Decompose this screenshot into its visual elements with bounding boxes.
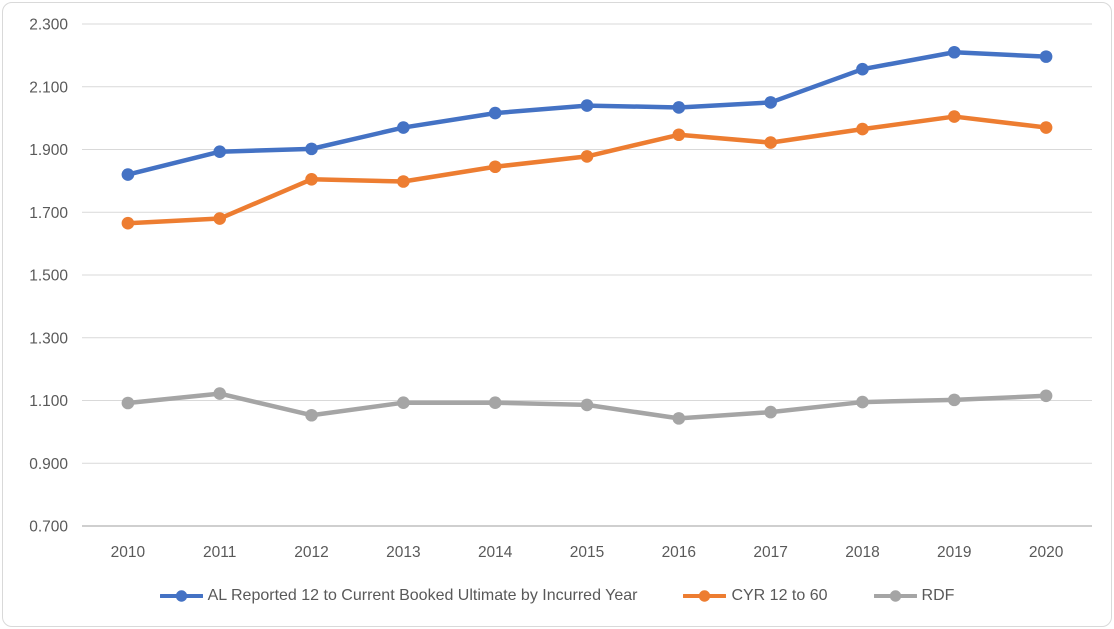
chart-legend: AL Reported 12 to Current Booked Ultimat… [3,579,1111,613]
line-chart-plot-area: 2.300 2.100 1.900 1.700 1.500 1.300 1.100 0.900… [29,17,1092,561]
data-point [397,396,410,409]
data-point [305,408,318,422]
data-point [121,396,135,410]
data-point [213,387,227,400]
data-point [488,396,502,409]
legend-line-marker-icon [159,590,203,602]
data-point [856,122,869,136]
legend-dot-icon [699,590,711,602]
x-tick-label: 2010 [111,544,146,561]
y-tick-label: 2.300 [29,17,68,34]
legend-line-marker-icon [683,590,727,602]
y-tick-label: 1.700 [29,205,68,222]
y-tick-label: 2.100 [29,79,68,96]
data-point [580,150,594,163]
x-tick-label: 2019 [937,544,971,561]
legend-item-2: RDF [873,587,955,605]
data-point [488,106,502,120]
data-point [672,101,686,114]
data-point [305,173,318,186]
data-point [397,121,410,134]
y-tick-label: 0.700 [29,519,68,536]
data-point [580,99,594,112]
data-point [764,136,777,149]
x-tick-label: 2012 [294,544,328,561]
x-tick-label: 2015 [570,544,604,561]
data-point [1039,121,1053,134]
legend-dot-icon [889,590,901,602]
data-point [488,160,502,174]
data-point [397,175,410,188]
data-point [580,398,594,412]
legend-item-1: CYR 12 to 60 [683,587,828,605]
data-point [213,145,227,158]
data-point [1039,389,1053,403]
x-tick-label: 2018 [845,544,879,561]
data-point [764,96,777,109]
x-tick-label: 2014 [478,544,513,561]
data-point [1039,50,1053,63]
data-point [305,142,318,156]
data-point [856,62,869,76]
y-tick-label: 1.900 [29,142,68,159]
data-point [947,110,961,123]
legend-label: CYR 12 to 60 [731,587,828,604]
data-point [121,168,135,181]
x-tick-label: 2016 [662,544,696,561]
x-tick-label: 2013 [386,544,420,561]
data-point [856,395,869,409]
series-line-1 [125,114,1049,226]
y-tick-label: 1.100 [29,393,68,410]
legend-line-marker-icon [873,590,917,602]
x-tick-label: 2011 [203,544,236,561]
y-tick-label: 1.300 [29,330,68,347]
data-point [121,216,135,230]
legend-label: RDF [921,587,955,604]
legend-dot-icon [175,590,187,602]
data-point [672,128,686,142]
legend-item-0: AL Reported 12 to Current Booked Ultimat… [159,587,638,605]
legend-label: AL Reported 12 to Current Booked Ultimat… [207,587,638,604]
x-tick-label: 2020 [1029,544,1064,561]
y-tick-label: 0.900 [29,456,68,473]
data-point [947,393,961,407]
x-tick-label: 2017 [753,544,787,561]
data-point [213,212,227,225]
data-point [947,45,961,59]
y-tick-label: 1.500 [29,268,68,285]
data-point [672,412,686,425]
data-point [764,405,777,419]
